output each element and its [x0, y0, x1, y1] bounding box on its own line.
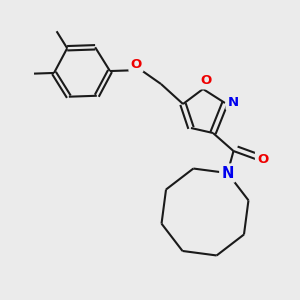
Text: O: O [200, 74, 211, 88]
Text: O: O [257, 152, 268, 166]
Text: N: N [221, 166, 234, 181]
Text: N: N [227, 95, 239, 109]
Text: O: O [130, 58, 142, 70]
